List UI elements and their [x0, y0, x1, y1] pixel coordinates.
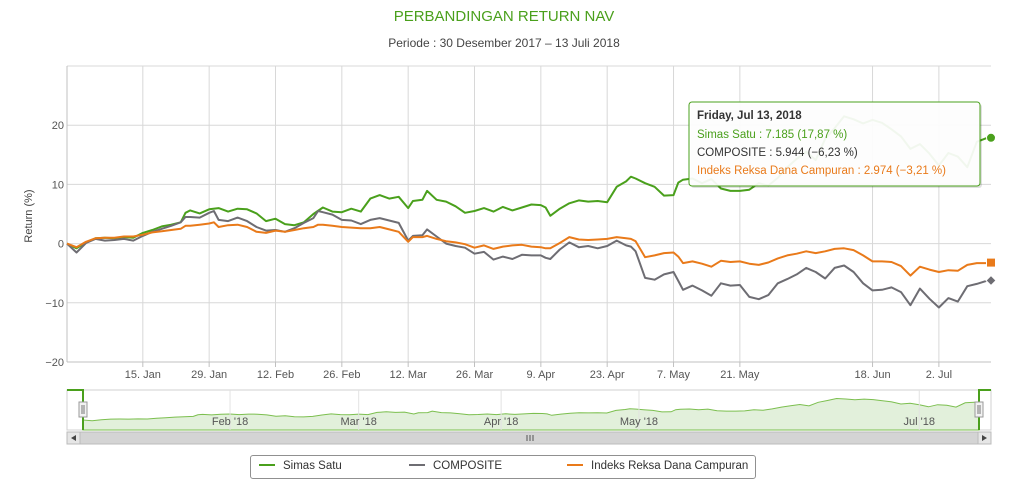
legend-label-simas-satu: Simas Satu: [283, 460, 342, 472]
scrollbar[interactable]: [66, 431, 992, 445]
navigator-label: Apr '18: [484, 416, 519, 428]
tooltip: Friday, Jul 13, 2018 Simas Satu : 7.185 (…: [688, 101, 982, 188]
legend-label-indeks-reksa-dana-campuran: Indeks Reksa Dana Campuran: [591, 460, 749, 472]
legend-swatch-indeks-reksa-dana-campuran: [567, 463, 583, 466]
x-tick-label: 12. Mar: [390, 369, 428, 381]
x-tick-label: 2. Jul: [926, 369, 952, 381]
chevron-left-icon: [71, 435, 76, 441]
chevron-right-icon: [982, 435, 987, 441]
navigator-label: May '18: [620, 416, 658, 428]
x-tick-label: 21. May: [720, 369, 760, 381]
legend-item-indeks-reksa-dana-campuran[interactable]: Indeks Reksa Dana Campuran: [567, 460, 748, 476]
series-end-marker-composite: [985, 274, 997, 287]
tooltip-box: [688, 101, 981, 187]
tooltip-date: Friday, Jul 13, 2018: [697, 110, 802, 122]
navigator-handle-left[interactable]: [78, 401, 88, 418]
series-line-indeks-reksa-dana-campuran[interactable]: [66, 221, 992, 277]
legend: Simas Satu COMPOSITE Indeks Reksa Dana C…: [250, 455, 756, 479]
y-axis-label: Return (%): [23, 189, 35, 242]
navigator-handle-body[interactable]: [974, 401, 984, 418]
series-end-marker-indeks-reksa-dana-campuran: [986, 257, 996, 268]
legend-swatch-composite: [409, 463, 425, 466]
y-tick-label: 0: [58, 239, 64, 251]
scrollbar-right-button[interactable]: [977, 431, 992, 445]
navigator-label: Jul '18: [904, 416, 935, 428]
x-tick-label: 26. Mar: [456, 369, 494, 381]
x-tick-label: 26. Feb: [323, 369, 360, 381]
navigator-series-area: [82, 397, 980, 431]
x-tick-label: 7. May: [657, 369, 691, 381]
x-tick-label: 29. Jan: [191, 369, 227, 381]
y-tick-label: 20: [52, 120, 64, 132]
series-end-marker-simas-satu: [986, 132, 996, 143]
x-axis-ticks: 15. Jan 29. Jan 12. Feb 26. Feb 12. Mar 26. M…: [125, 362, 952, 381]
series-line-composite[interactable]: [66, 210, 992, 309]
y-tick-label: −10: [45, 298, 64, 310]
x-tick-label: 15. Jan: [125, 369, 161, 381]
navigator-label: Mar '18: [341, 416, 377, 428]
navigator-background: [66, 389, 992, 431]
legend-item-composite[interactable]: COMPOSITE: [409, 460, 502, 476]
tooltip-line-simas-satu: Simas Satu : 7.185 (17,87 %): [697, 129, 847, 141]
y-axis-ticks: 20 10 0 −10 −20: [45, 120, 64, 369]
x-tick-label: 9. Apr: [526, 369, 555, 381]
x-tick-label: 23. Apr: [590, 369, 625, 381]
navigator-label: Feb '18: [212, 416, 248, 428]
legend-label-composite: COMPOSITE: [433, 460, 503, 472]
y-tick-label: −20: [45, 357, 64, 369]
legend-swatch-simas-satu: [259, 463, 275, 466]
tooltip-line-composite: COMPOSITE : 5.944 (−6,23 %): [697, 147, 858, 159]
legend-item-simas-satu[interactable]: Simas Satu: [259, 460, 342, 476]
navigator-handle-right[interactable]: [974, 401, 984, 418]
tooltip-line-indeks-reksa-dana-campuran: Indeks Reksa Dana Campuran : 2.974 (−3,2…: [697, 165, 946, 177]
x-tick-label: 18. Jun: [854, 369, 890, 381]
chart-subtitle: Periode : 30 Desember 2017 – 13 Juli 201…: [388, 36, 620, 50]
chart-title: PERBANDINGAN RETURN NAV: [394, 8, 615, 25]
navigator[interactable]: Feb '18 Mar '18 Apr '18 May '18 Jul '18: [66, 389, 992, 431]
x-tick-label: 12. Feb: [257, 369, 294, 381]
y-tick-label: 10: [52, 179, 64, 191]
navigator-handle-body[interactable]: [78, 401, 88, 418]
scrollbar-left-button[interactable]: [66, 431, 81, 445]
